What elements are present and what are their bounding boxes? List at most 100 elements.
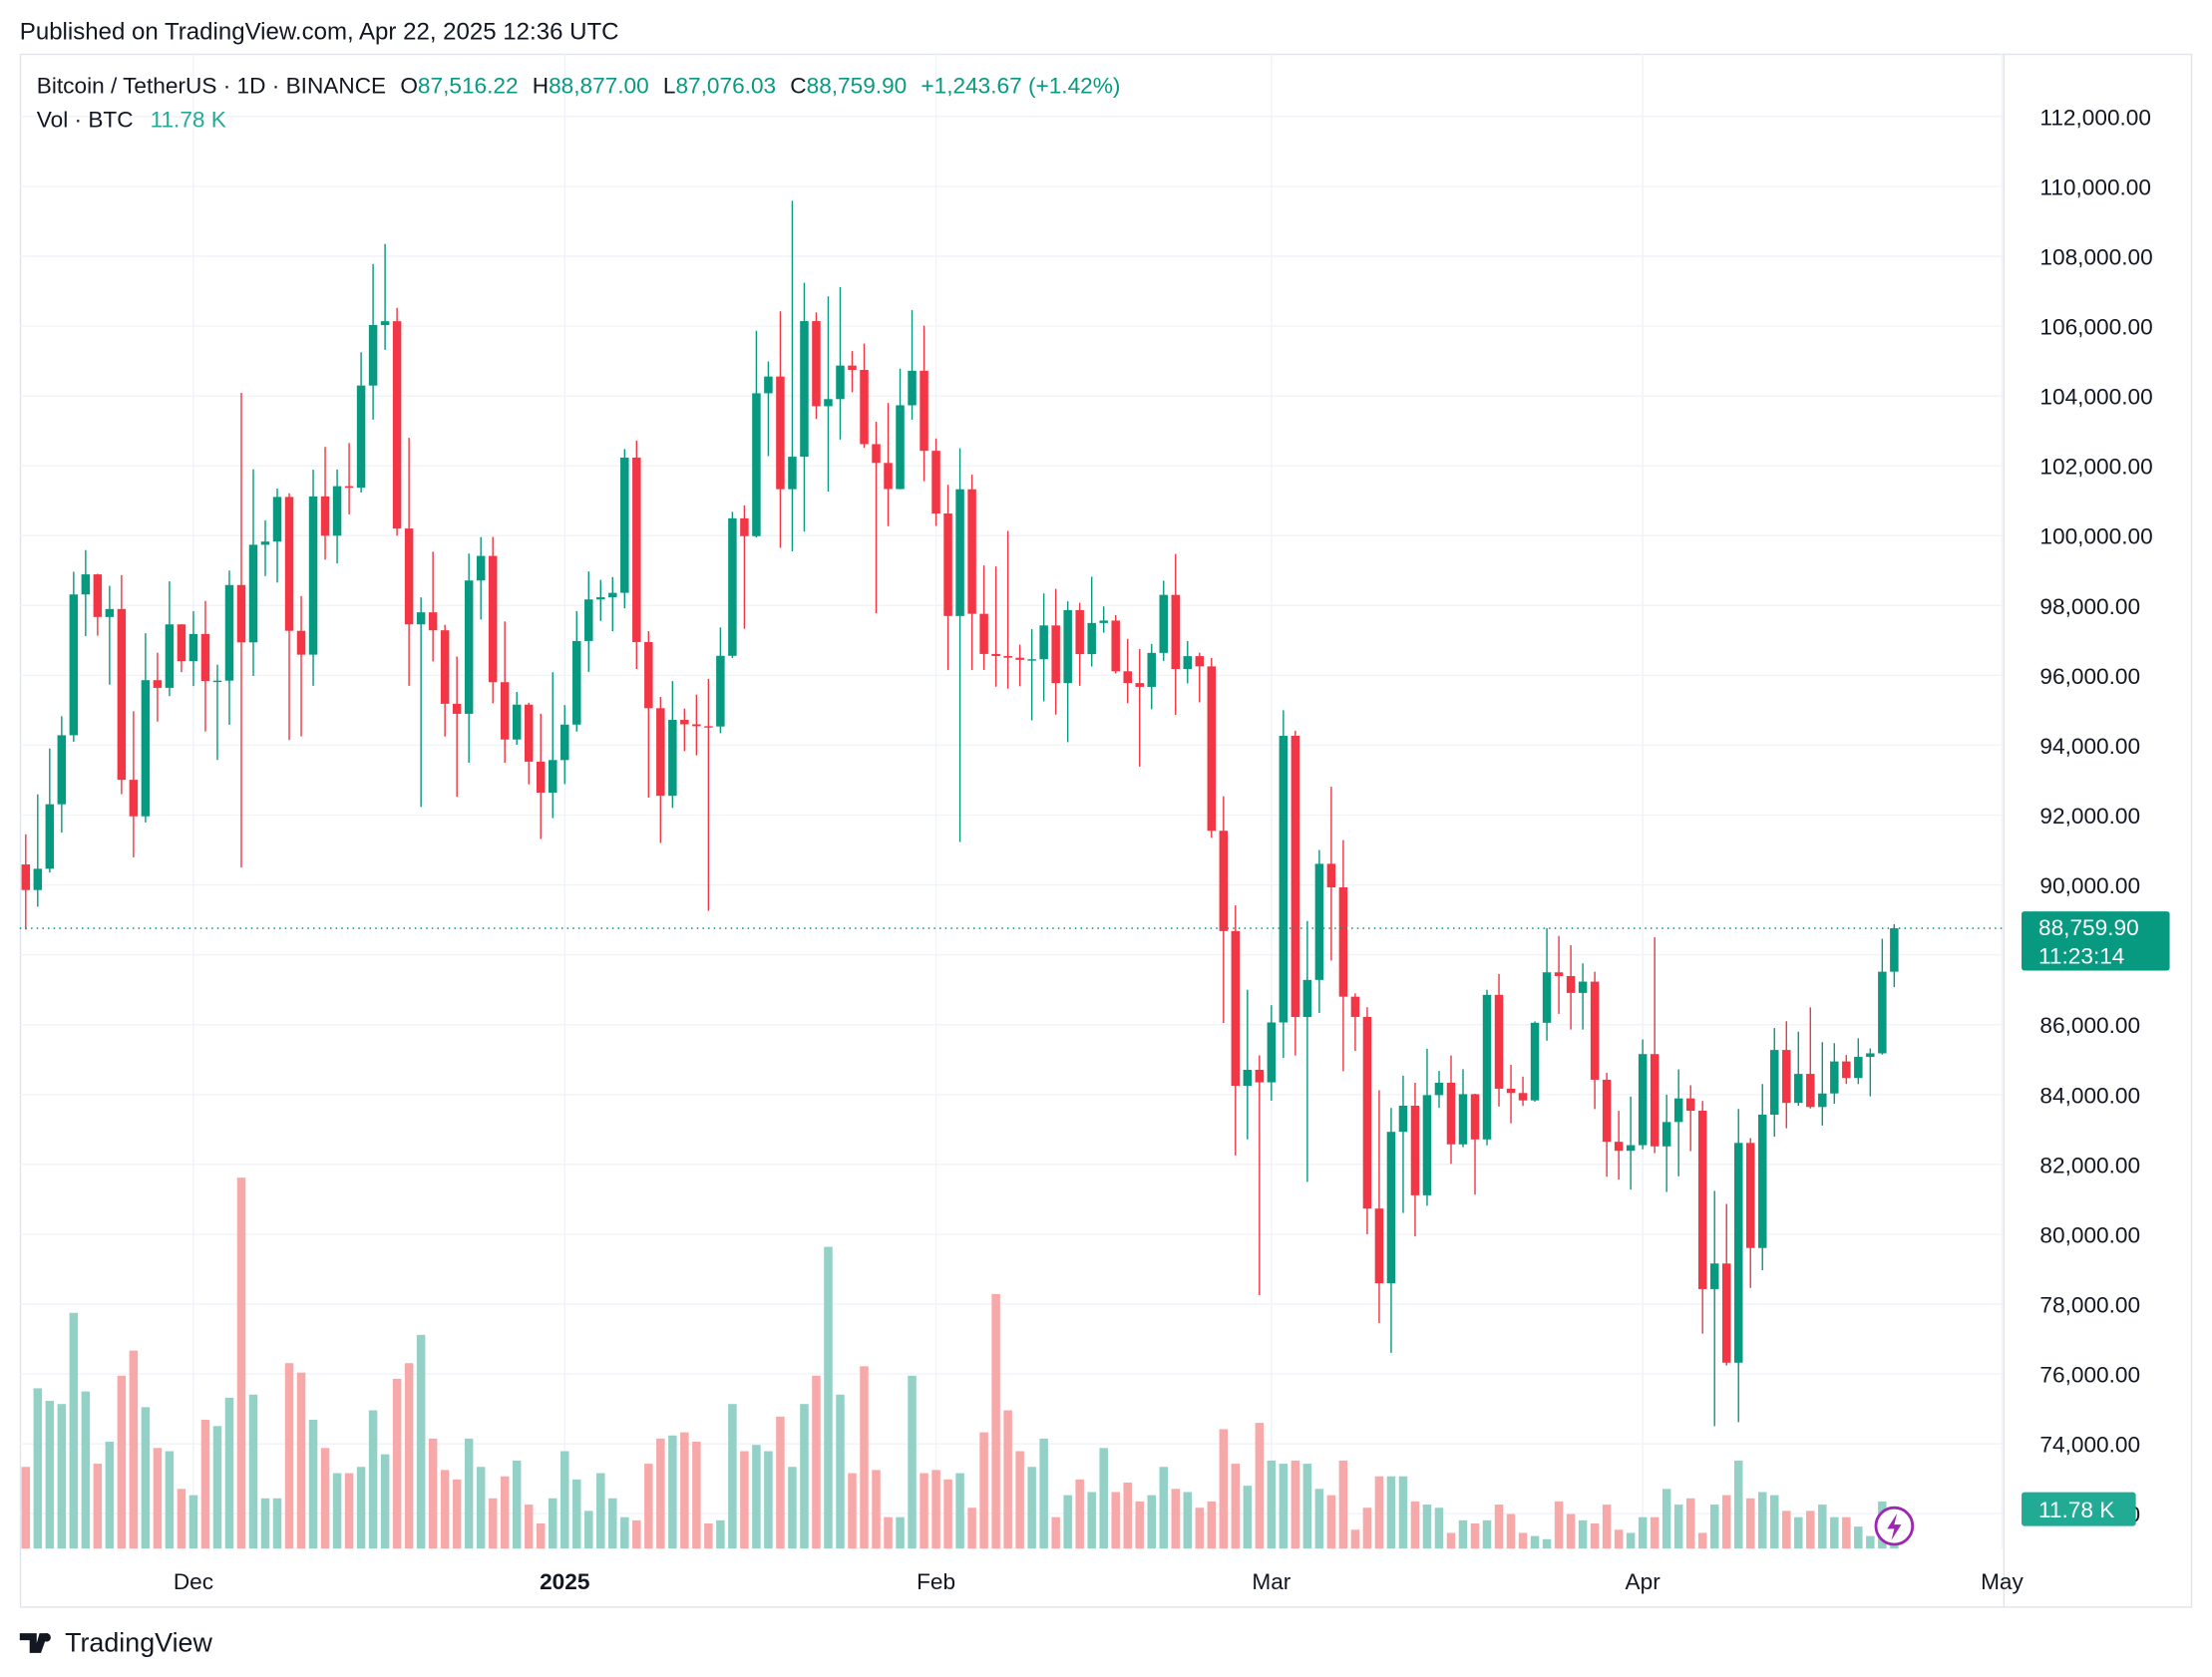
candle-body (440, 630, 450, 704)
candle-body (1758, 1115, 1767, 1248)
y-tick-label: 100,000.00 (2039, 524, 2152, 549)
volume-bar (440, 1470, 450, 1549)
volume-bar (1183, 1492, 1193, 1549)
volume-bar (380, 1454, 390, 1549)
candle-body (1721, 1263, 1731, 1363)
candle-body (872, 444, 881, 464)
candle-body (1590, 981, 1600, 1080)
volume-bar (572, 1479, 581, 1549)
volume-bar (1733, 1460, 1743, 1549)
candle-body (776, 376, 785, 490)
y-tick-label: 110,000.00 (2039, 174, 2151, 199)
candle-body (1542, 972, 1552, 1023)
x-tick-label: Feb (917, 1569, 955, 1594)
candle-body (812, 321, 821, 407)
candle-body (549, 760, 557, 794)
candle-body (344, 486, 354, 489)
candle-body (584, 599, 593, 641)
candle-body (356, 385, 366, 489)
change: +1,243.67 (+1.42%) (921, 73, 1120, 98)
candle-body (1458, 1094, 1468, 1145)
candle-body (428, 612, 438, 631)
candle-body (272, 497, 282, 542)
volume-bar (356, 1467, 366, 1549)
logo-text: TradingView (65, 1627, 212, 1657)
volume-bar (632, 1519, 641, 1549)
volume-bar (1842, 1516, 1851, 1549)
candle-body (1015, 657, 1024, 660)
candles (21, 200, 1899, 1427)
candle-body (680, 720, 689, 725)
candle-body (464, 580, 474, 714)
volume-bar (93, 1464, 103, 1549)
replay-icon (1874, 1506, 1915, 1546)
volume-bar (1494, 1505, 1504, 1549)
volume-bar (1638, 1516, 1648, 1549)
candle-body (308, 496, 318, 655)
candle-body (536, 761, 546, 794)
volume-label: 11.78 K (2038, 1498, 2114, 1522)
candle-body (1231, 930, 1241, 1087)
candle-body (1099, 620, 1108, 623)
candle-body (1494, 994, 1504, 1089)
volume-bar (1063, 1495, 1072, 1549)
candle-body (704, 726, 713, 728)
candle-body (368, 325, 378, 386)
volume-bars (21, 1177, 1899, 1549)
volume-bar (212, 1426, 222, 1549)
candle-body (596, 597, 605, 600)
volume-bar (1087, 1492, 1096, 1549)
volume-bar (1422, 1505, 1432, 1549)
volume-bar (332, 1473, 342, 1549)
candle-body (260, 541, 270, 545)
candle-body (896, 405, 905, 490)
volume-bar (1518, 1532, 1528, 1549)
candle-body (931, 451, 940, 514)
volume-label-box (2022, 1492, 2136, 1526)
volume-bar (428, 1438, 438, 1549)
candle-body (1290, 736, 1300, 1018)
y-tick-label: 84,000.00 (2039, 1083, 2140, 1108)
volume-bar (260, 1498, 270, 1549)
volume-bar (308, 1419, 318, 1549)
candle-body (212, 680, 222, 683)
candle-body (1302, 979, 1312, 1018)
candle-body (81, 574, 91, 595)
c-label: C (790, 73, 806, 98)
volume-legend-label: Vol · BTC (37, 107, 134, 132)
candle-body (1638, 1054, 1648, 1146)
y-tick-label: 90,000.00 (2039, 873, 2140, 898)
candle-body (1003, 655, 1012, 658)
legend-line: Bitcoin / TetherUS · 1D · BINANCE O87,516… (37, 73, 1121, 98)
candle-body (1279, 736, 1289, 1023)
candle-body (1434, 1082, 1444, 1096)
volume-bar (608, 1498, 617, 1549)
volume-bar (1806, 1510, 1815, 1549)
y-tick-label: 106,000.00 (2039, 315, 2152, 340)
volume-bar (1661, 1489, 1671, 1549)
candle-body (920, 370, 928, 452)
volume-bar (1135, 1501, 1144, 1549)
volume-legend: Vol · BTC 11.78 K (37, 107, 226, 132)
logo-mark (19, 1633, 49, 1653)
volume-bar (200, 1419, 210, 1549)
volume-bar (896, 1516, 905, 1549)
volume-bar (812, 1375, 821, 1549)
candle-body (1854, 1057, 1863, 1079)
candle-body (764, 376, 773, 394)
volume-bar (704, 1522, 713, 1549)
volume-bar (1673, 1505, 1683, 1549)
volume-bar (1650, 1516, 1659, 1549)
candle-body (452, 703, 462, 714)
volume-bar (764, 1451, 773, 1549)
volume-bar (788, 1467, 797, 1549)
candle-body (716, 655, 725, 727)
candle-body (1398, 1106, 1408, 1133)
candle-body (500, 682, 510, 740)
volume-bar (141, 1407, 151, 1549)
candle-body (1518, 1093, 1528, 1101)
y-tick-label: 102,000.00 (2039, 455, 2152, 480)
o-label: O (400, 73, 418, 98)
candle-body (644, 641, 653, 709)
